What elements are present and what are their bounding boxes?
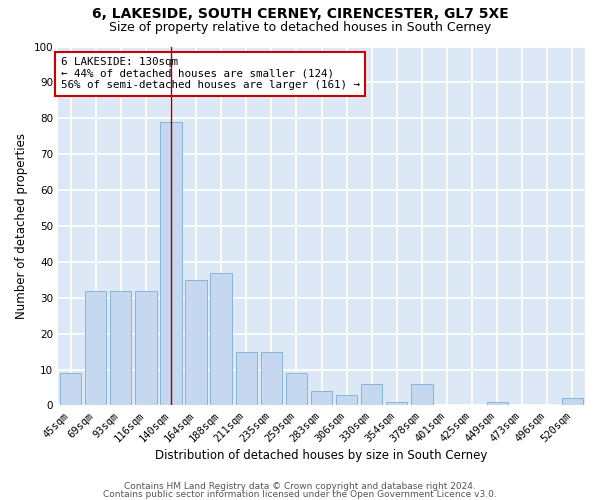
- Bar: [311, 391, 332, 406]
- Bar: [260, 352, 282, 406]
- X-axis label: Distribution of detached houses by size in South Cerney: Distribution of detached houses by size …: [155, 450, 488, 462]
- Bar: [487, 402, 508, 406]
- Bar: [562, 398, 583, 406]
- Y-axis label: Number of detached properties: Number of detached properties: [15, 133, 28, 319]
- Bar: [85, 290, 106, 406]
- Bar: [60, 373, 81, 406]
- Bar: [361, 384, 382, 406]
- Bar: [411, 384, 433, 406]
- Bar: [160, 122, 182, 406]
- Text: Size of property relative to detached houses in South Cerney: Size of property relative to detached ho…: [109, 22, 491, 35]
- Text: 6, LAKESIDE, SOUTH CERNEY, CIRENCESTER, GL7 5XE: 6, LAKESIDE, SOUTH CERNEY, CIRENCESTER, …: [92, 8, 508, 22]
- Bar: [211, 272, 232, 406]
- Bar: [286, 373, 307, 406]
- Bar: [185, 280, 207, 406]
- Text: Contains public sector information licensed under the Open Government Licence v3: Contains public sector information licen…: [103, 490, 497, 499]
- Bar: [386, 402, 407, 406]
- Bar: [236, 352, 257, 406]
- Text: 6 LAKESIDE: 130sqm
← 44% of detached houses are smaller (124)
56% of semi-detach: 6 LAKESIDE: 130sqm ← 44% of detached hou…: [61, 58, 359, 90]
- Bar: [110, 290, 131, 406]
- Bar: [135, 290, 157, 406]
- Text: Contains HM Land Registry data © Crown copyright and database right 2024.: Contains HM Land Registry data © Crown c…: [124, 482, 476, 491]
- Bar: [336, 394, 357, 406]
